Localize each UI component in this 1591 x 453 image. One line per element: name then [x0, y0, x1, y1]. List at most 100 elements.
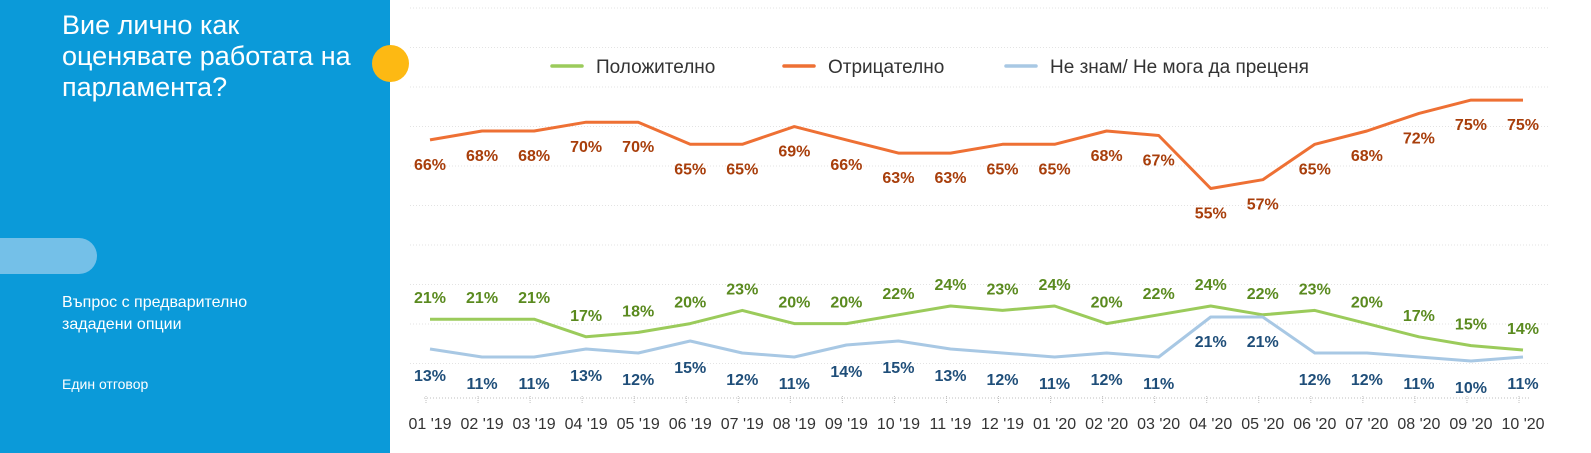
data-label: 65% [1299, 161, 1331, 178]
page-title: Вие лично как оценявате работата на парл… [62, 10, 351, 102]
data-label: 23% [726, 281, 758, 298]
data-label: 15% [882, 360, 914, 377]
data-label: 22% [1247, 286, 1279, 303]
data-label: 20% [674, 295, 706, 312]
data-label: 17% [570, 308, 602, 325]
x-tick-label: 10 '19 [877, 416, 920, 433]
data-label: 11% [779, 376, 810, 393]
series-line [429, 315, 1524, 363]
x-tick-label: 02 '20 [1085, 416, 1128, 433]
data-label: 55% [1195, 206, 1227, 223]
legend: Положително Отрицателно Не знам/ Не мога д… [550, 57, 1309, 78]
data-label: 15% [674, 360, 706, 377]
data-label: 11% [1143, 376, 1174, 393]
data-label: 75% [1507, 117, 1539, 134]
data-label: 68% [1351, 148, 1383, 165]
data-label: 70% [622, 139, 654, 156]
data-label: 22% [882, 286, 914, 303]
data-label: 20% [830, 295, 862, 312]
question-type-note: Въпрос с предварително зададени опции [62, 294, 248, 333]
legend-label: Не знам/ Не мога да преценя [1050, 57, 1309, 78]
series-line [430, 304, 1524, 352]
x-tick-label: 05 '19 [617, 416, 660, 433]
x-tick-label: 09 '20 [1449, 416, 1492, 433]
data-label: 57% [1247, 197, 1279, 214]
data-label: 23% [1299, 281, 1331, 298]
accent-pill [0, 238, 97, 274]
data-label: 72% [1403, 130, 1435, 147]
data-label: 11% [1403, 376, 1434, 393]
data-label: 11% [1507, 376, 1538, 393]
x-tick-label: 01 '19 [408, 416, 451, 433]
data-label: 15% [1455, 317, 1487, 334]
x-tick-label: 03 '20 [1137, 416, 1180, 433]
data-label: 12% [1299, 372, 1331, 389]
x-tick-label: 10 '20 [1501, 416, 1544, 433]
data-label: 67% [1143, 152, 1175, 169]
data-label: 63% [882, 170, 914, 187]
data-label: 12% [1091, 372, 1123, 389]
series-line [429, 98, 1523, 190]
data-label: 66% [830, 157, 862, 174]
x-tick-label: 04 '20 [1189, 416, 1232, 433]
x-tick-label: 05 '20 [1241, 416, 1284, 433]
x-tick-label: 06 '19 [669, 416, 712, 433]
answer-type-note: Един отговор [62, 376, 149, 392]
x-tick-label: 09 '19 [825, 416, 868, 433]
x-axis: 01 '19 02 '19 03 '19 04 '19 05 '19 06 '19 07 '… [408, 396, 1545, 433]
data-label: 11% [519, 376, 550, 393]
data-label: 65% [1039, 161, 1071, 178]
data-label: 68% [518, 148, 550, 165]
data-label: 75% [1455, 117, 1487, 134]
data-label: 68% [1091, 148, 1123, 165]
x-tick-label: 08 '20 [1397, 416, 1440, 433]
data-label: 63% [934, 170, 966, 187]
data-label: 21% [1195, 334, 1227, 351]
data-label: 14% [830, 364, 862, 381]
x-tick-label: 06 '20 [1293, 416, 1336, 433]
x-tick-label: 12 '19 [981, 416, 1024, 433]
data-label: 18% [622, 303, 654, 320]
x-tick-label: 07 '19 [721, 416, 764, 433]
x-tick-label: 11 '19 [930, 416, 972, 433]
data-label: 24% [1195, 277, 1227, 294]
data-label: 24% [1039, 277, 1071, 294]
data-label: 24% [934, 277, 966, 294]
data-label: 21% [466, 290, 498, 307]
x-tick-label: 04 '19 [565, 416, 608, 433]
data-label: 65% [674, 161, 706, 178]
data-label: 13% [934, 368, 966, 385]
gridlines [410, 7, 1550, 364]
sidebar: Вие лично как оценявате работата на парл… [0, 0, 390, 453]
x-tick-label: 07 '20 [1345, 416, 1388, 433]
data-label: 66% [414, 157, 446, 174]
data-label: 14% [1507, 321, 1539, 338]
data-label: 11% [466, 376, 497, 393]
x-tick-label: 08 '19 [773, 416, 816, 433]
data-label: 13% [414, 368, 446, 385]
data-label: 12% [1351, 372, 1383, 389]
legend-label: Отрицателно [828, 57, 944, 78]
data-label: 21% [1247, 334, 1279, 351]
legend-label: Положително [596, 57, 715, 78]
data-label: 12% [726, 372, 758, 389]
series-lines [429, 98, 1524, 363]
x-tick-label: 03 '19 [513, 416, 556, 433]
data-label: 70% [570, 139, 602, 156]
data-label: 69% [778, 144, 810, 161]
data-label: 10% [1455, 380, 1487, 397]
accent-dot [372, 45, 409, 82]
data-label: 12% [622, 372, 654, 389]
data-label: 20% [1351, 295, 1383, 312]
data-label: 13% [570, 368, 602, 385]
data-label: 21% [518, 290, 550, 307]
data-labels: 21% 21% 21% 17% 18% 20% 23% 20% 20% 22% 24% 23% 24% 2… [414, 117, 1539, 397]
data-label: 68% [466, 148, 498, 165]
x-tick-label: 02 '19 [461, 416, 504, 433]
data-label: 23% [987, 281, 1019, 298]
data-label: 17% [1403, 308, 1435, 325]
data-label: 65% [987, 161, 1019, 178]
data-label: 12% [987, 372, 1019, 389]
data-label: 11% [1039, 376, 1070, 393]
